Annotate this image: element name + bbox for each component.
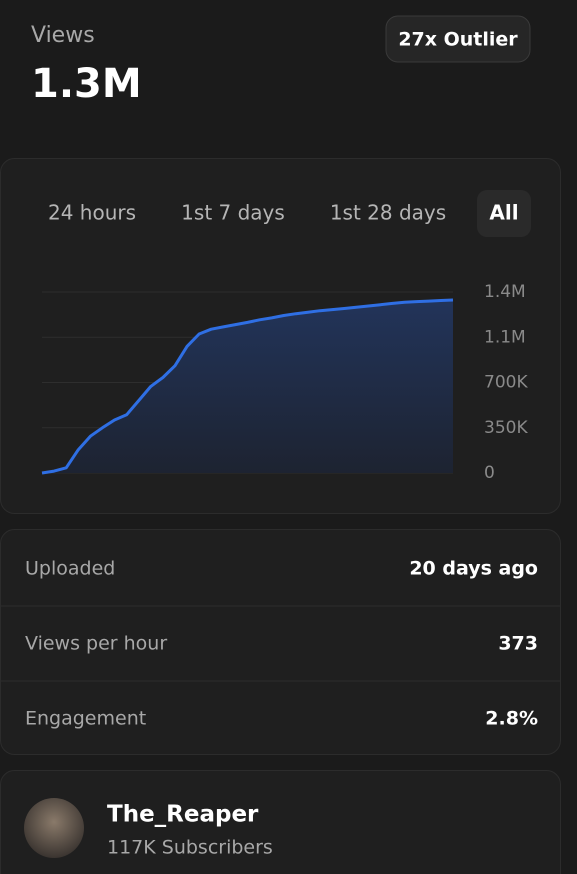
- area: [42, 300, 453, 473]
- y-tick-label: 1.4M: [484, 282, 526, 302]
- channel-name[interactable]: The_Reaper: [107, 802, 259, 828]
- stat-value: 20 days ago: [409, 558, 538, 580]
- line: [41, 298, 454, 475]
- views-value: 1.3M: [31, 61, 142, 107]
- plot: 0 350K 700K 1.1M 1.4M: [41, 282, 528, 483]
- stat-label: Engagement: [25, 708, 146, 730]
- outlier-badge-text: 27x Outlier: [398, 29, 518, 51]
- stat-label: Uploaded: [25, 558, 115, 580]
- tab[interactable]: 1st 28 days: [330, 201, 446, 225]
- y-tick-label: 350K: [484, 418, 528, 438]
- outlier-badge: [385, 15, 531, 63]
- y-tick-label: 1.1M: [484, 327, 526, 347]
- tab[interactable]: 1st 7 days: [181, 201, 285, 225]
- views-label: Views: [31, 23, 95, 48]
- tab[interactable]: 24 hours: [48, 201, 136, 225]
- stat-value: 373: [498, 633, 538, 655]
- stat-value: 2.8%: [485, 708, 538, 730]
- stat-label: Views per hour: [25, 633, 167, 655]
- channel-subscribers: 117K Subscribers: [107, 837, 273, 859]
- channel-card: [0, 770, 561, 874]
- tab[interactable]: All: [489, 201, 518, 225]
- tabs: 24 hours 1st 7 days 1st 28 days All: [48, 190, 531, 237]
- stats-card: [0, 529, 561, 755]
- tab-active-bg: [477, 190, 531, 237]
- stats: Uploaded 20 days ago Views per hour 373 Enga…: [1, 558, 560, 730]
- y-tick-label: 0: [484, 463, 495, 483]
- y-tick-label: 700K: [484, 373, 528, 393]
- avatar[interactable]: [24, 798, 84, 858]
